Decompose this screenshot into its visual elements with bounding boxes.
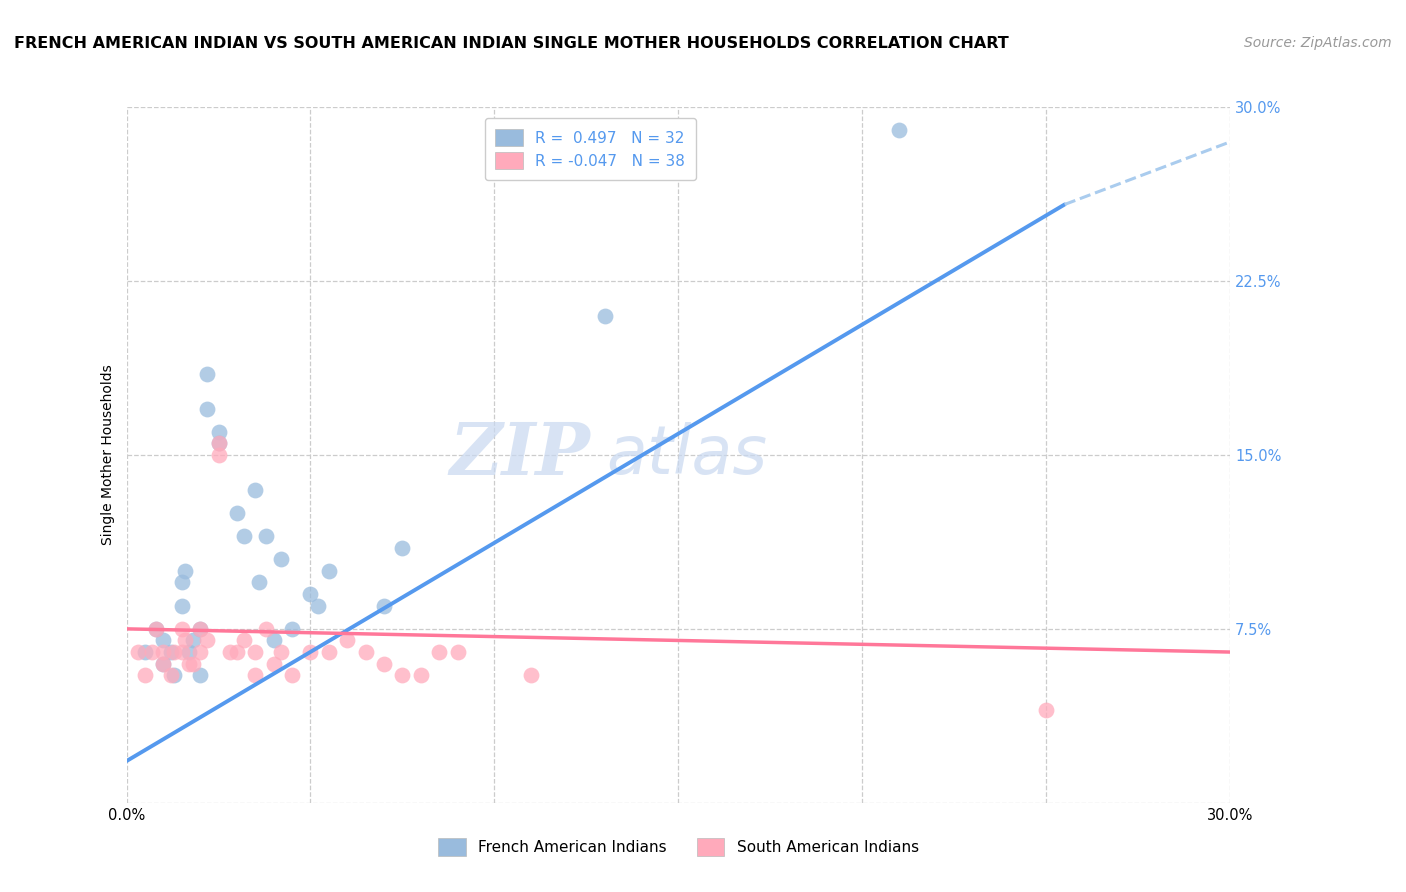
Point	[307, 599, 329, 613]
Point	[409, 668, 432, 682]
Point	[141, 645, 163, 659]
Point	[263, 657, 285, 671]
Point	[134, 645, 156, 659]
Point	[152, 645, 174, 659]
Point	[247, 575, 270, 590]
Point	[281, 668, 304, 682]
Point	[318, 645, 340, 659]
Point	[318, 564, 340, 578]
Point	[197, 633, 219, 648]
Legend: French American Indians, South American Indians: French American Indians, South American …	[429, 829, 928, 864]
Point	[218, 645, 240, 659]
Point	[197, 367, 219, 381]
Point	[520, 668, 543, 682]
Point	[889, 123, 911, 137]
Point	[177, 657, 200, 671]
Point	[1035, 703, 1057, 717]
Point	[225, 506, 249, 520]
Point	[159, 645, 181, 659]
Y-axis label: Single Mother Households: Single Mother Households	[101, 365, 115, 545]
Point	[177, 645, 200, 659]
Point	[354, 645, 377, 659]
Point	[593, 309, 616, 323]
Point	[254, 529, 277, 543]
Text: Source: ZipAtlas.com: Source: ZipAtlas.com	[1244, 36, 1392, 50]
Point	[145, 622, 167, 636]
Point	[207, 436, 229, 450]
Point	[233, 529, 256, 543]
Point	[170, 575, 193, 590]
Point	[181, 633, 204, 648]
Point	[281, 622, 304, 636]
Point	[254, 622, 277, 636]
Point	[336, 633, 359, 648]
Point	[163, 668, 186, 682]
Point	[207, 448, 229, 462]
Text: FRENCH AMERICAN INDIAN VS SOUTH AMERICAN INDIAN SINGLE MOTHER HOUSEHOLDS CORRELA: FRENCH AMERICAN INDIAN VS SOUTH AMERICAN…	[14, 36, 1010, 51]
Point	[134, 668, 156, 682]
Point	[245, 645, 267, 659]
Point	[174, 633, 197, 648]
Point	[270, 645, 292, 659]
Point	[245, 483, 267, 497]
Point	[207, 425, 229, 439]
Point	[145, 622, 167, 636]
Point	[188, 645, 211, 659]
Point	[225, 645, 249, 659]
Point	[299, 645, 322, 659]
Point	[447, 645, 470, 659]
Point	[391, 668, 413, 682]
Point	[270, 552, 292, 566]
Point	[299, 587, 322, 601]
Point	[197, 401, 219, 416]
Point	[174, 564, 197, 578]
Point	[170, 599, 193, 613]
Point	[263, 633, 285, 648]
Point	[152, 657, 174, 671]
Point	[181, 657, 204, 671]
Point	[188, 668, 211, 682]
Point	[188, 622, 211, 636]
Point	[245, 668, 267, 682]
Point	[170, 645, 193, 659]
Point	[127, 645, 149, 659]
Point	[163, 645, 186, 659]
Text: ZIP: ZIP	[450, 419, 591, 491]
Point	[373, 599, 395, 613]
Point	[391, 541, 413, 555]
Point	[188, 622, 211, 636]
Point	[170, 622, 193, 636]
Point	[152, 657, 174, 671]
Point	[373, 657, 395, 671]
Point	[233, 633, 256, 648]
Point	[152, 633, 174, 648]
Text: atlas: atlas	[606, 422, 768, 488]
Point	[159, 668, 181, 682]
Point	[207, 436, 229, 450]
Point	[427, 645, 450, 659]
